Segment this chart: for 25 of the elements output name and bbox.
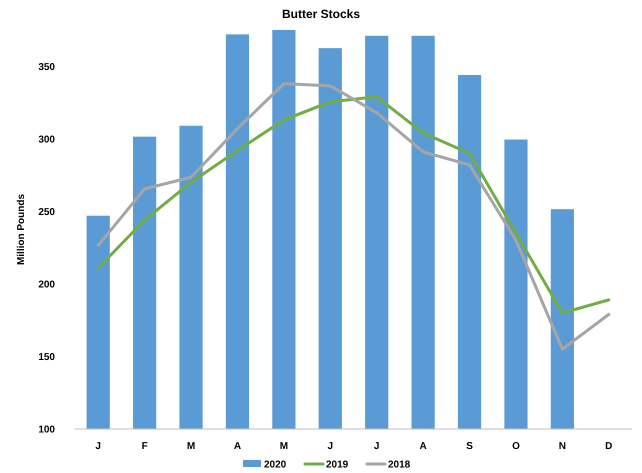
x-tick-label: J xyxy=(328,441,334,452)
x-tick-label: S xyxy=(466,441,474,452)
y-tick-label: 200 xyxy=(38,279,56,290)
y-tick-label: 250 xyxy=(38,206,56,218)
chart-title: Butter Stocks xyxy=(282,7,360,21)
x-tick-label: J xyxy=(374,441,380,452)
x-tick-label: A xyxy=(234,441,242,452)
legend-label: 2018 xyxy=(388,460,411,470)
x-tick-label: D xyxy=(605,441,612,452)
line-series xyxy=(96,82,610,351)
x-tick-label: A xyxy=(420,441,427,452)
x-tick-label: J xyxy=(95,441,101,452)
y-axis-title: Million Pounds xyxy=(16,194,27,266)
legend-label: 2020 xyxy=(264,460,287,470)
x-tick-label: M xyxy=(186,441,196,452)
x-tick-label: F xyxy=(142,441,148,452)
y-tick-label: 300 xyxy=(38,134,56,146)
y-tick-label: 350 xyxy=(38,62,56,73)
legend-label: 2019 xyxy=(326,460,349,470)
line-series xyxy=(96,95,610,314)
y-tick-label: 150 xyxy=(38,352,56,363)
y-tick-label: 100 xyxy=(38,424,56,436)
x-tick-label: N xyxy=(558,441,566,452)
x-tick-label: O xyxy=(512,441,520,452)
x-tick-label: M xyxy=(280,441,288,452)
